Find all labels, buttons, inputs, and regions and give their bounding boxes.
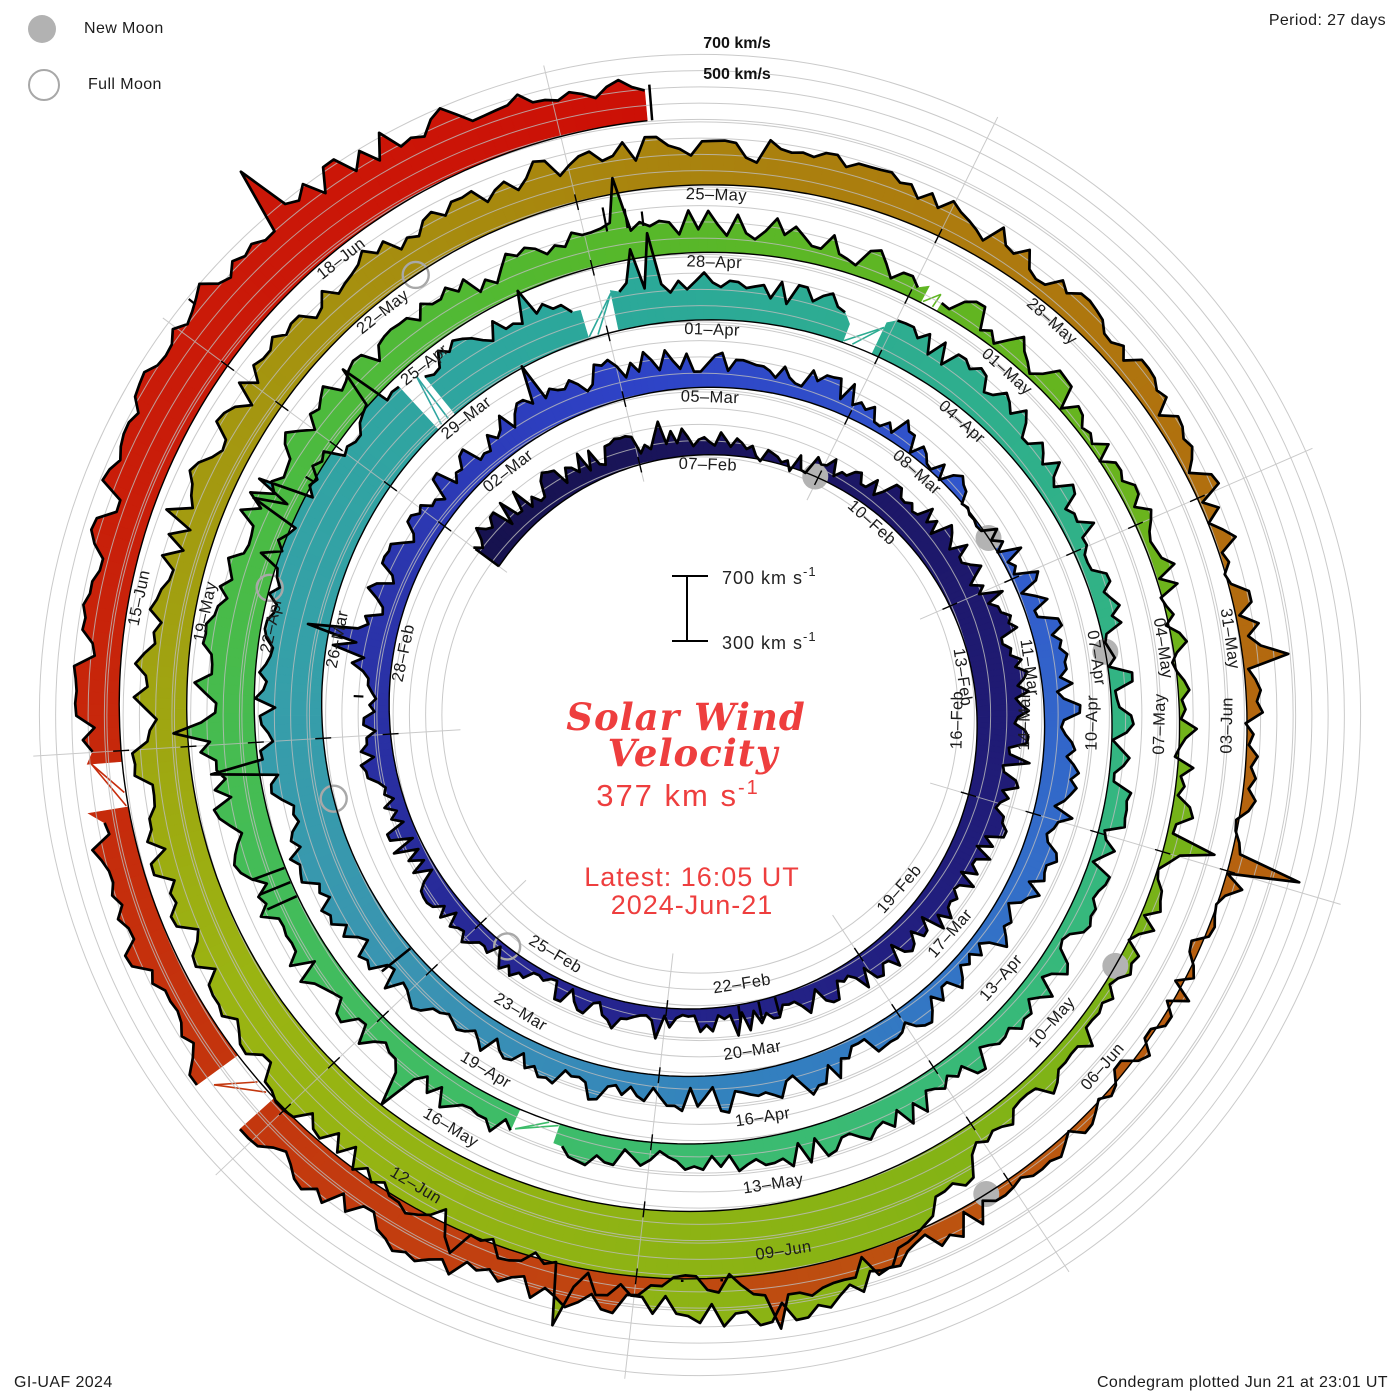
legend-new-moon-row: New Moon [28, 10, 164, 48]
credit-label: GI-UAF 2024 [14, 1374, 113, 1391]
date-label: 10–Apr [1082, 695, 1101, 751]
band-segment [751, 1273, 766, 1296]
latest-velocity-value: 377 km s-1 [596, 777, 760, 813]
scale-bar-top-label: 700 km s-1 [722, 564, 817, 588]
latest-time: Latest: 16:05 UT [584, 862, 800, 892]
band-segment [75, 715, 121, 729]
date-label: 22–Feb [712, 970, 772, 997]
new-moon-label: New Moon [84, 20, 164, 37]
band-segment [693, 371, 702, 389]
trace-spike [353, 694, 364, 698]
full-moon-label: Full Moon [88, 76, 162, 93]
band-segment [133, 696, 188, 710]
date-label: 01–Apr [684, 320, 740, 340]
end-cap [648, 84, 654, 121]
chart-title-line2: Velocity [608, 731, 780, 775]
date-label: 03–Jun [1217, 697, 1236, 754]
velocity-scale-bar: 700 km s-1 300 km s-1 [672, 564, 817, 653]
date-label: 16–Apr [734, 1104, 792, 1130]
date-label: 20–Mar [722, 1037, 783, 1064]
date-label: 07–May [1150, 693, 1169, 755]
band-segment [74, 690, 120, 705]
date-label: 13–May [742, 1170, 805, 1197]
date-label: 14–Mar [1015, 692, 1034, 751]
new-moon-icon [28, 15, 56, 43]
spiral-generated-layers: 07–Feb10–Feb13–Feb16–Feb19–Feb22–Feb25–F… [33, 53, 1362, 1379]
band-segment [214, 702, 255, 714]
band-segment [697, 210, 709, 253]
latest-date: 2024-Jun-21 [611, 890, 774, 920]
date-label: 05–Mar [681, 387, 740, 407]
moon-legend: New Moon Full Moon [28, 10, 164, 122]
date-label: 28–Apr [686, 252, 742, 272]
band-segment [688, 210, 699, 254]
plotted-timestamp: Condegram plotted Jun 21 at 23:01 UT [1096, 1374, 1388, 1391]
band-segment [74, 703, 120, 716]
outer-scale-700-label: 700 km/s [703, 35, 771, 52]
date-label: 16–Feb [948, 691, 967, 750]
period-label: Period: 27 days [1268, 12, 1386, 29]
date-label: 25–May [686, 185, 748, 205]
legend-full-moon-row: Full Moon [28, 66, 164, 104]
outer-scale-500-label: 500 km/s [703, 66, 771, 83]
center-annotation: Solar Wind Velocity 377 km s-1 Latest: 1… [566, 695, 805, 920]
full-moon-icon [28, 69, 60, 101]
scale-bar-bottom-label: 300 km s-1 [722, 629, 817, 653]
band-segment [701, 140, 714, 186]
date-label: 07–Feb [678, 455, 737, 475]
band-segment [667, 145, 682, 187]
